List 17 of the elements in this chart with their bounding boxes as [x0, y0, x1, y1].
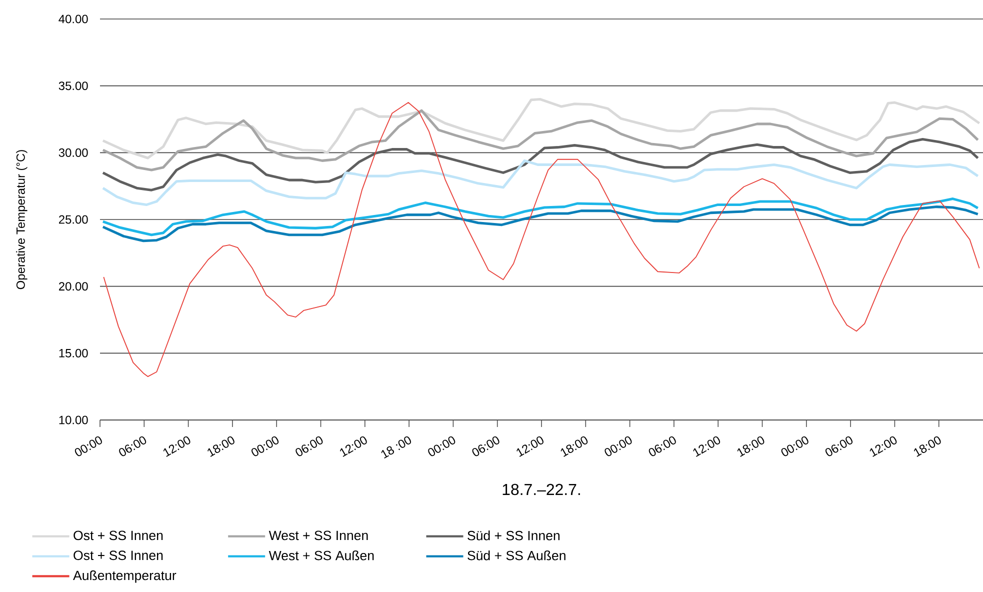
legend-label: West + SS Innen [268, 530, 368, 540]
y-tick-label: 10.00 [59, 416, 88, 424]
x-axis-title: 18.7.–22.7. [502, 484, 580, 496]
legend-label: West + SS Außen [268, 550, 374, 560]
x-tick-label: 18 :00 [381, 436, 411, 459]
y-tick-label: 35.00 [58, 82, 88, 90]
y-tick-label: 40.00 [58, 14, 88, 24]
legend-label: Ost + SS Innen [74, 550, 163, 560]
y-tick-label: 30.00 [58, 148, 88, 157]
y-tick-label: 25.00 [58, 215, 88, 224]
legend-label: Süd + SS Innen [468, 530, 560, 540]
y-tick-label: 20.00 [58, 282, 88, 291]
legend-label: Süd + SS Außen [468, 550, 566, 560]
legend-label: Außentemperatur [73, 570, 176, 583]
y-tick-label: 15.00 [59, 348, 88, 358]
y-axis-title: Operative Temperatur (°C) [16, 150, 28, 290]
legend-label: Ost + SS Innen [74, 530, 163, 540]
